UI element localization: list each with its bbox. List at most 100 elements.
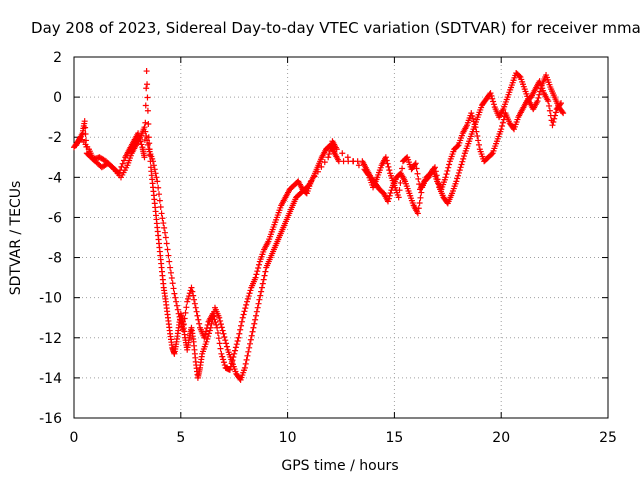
data-point: [321, 159, 328, 166]
data-point: [244, 295, 251, 302]
data-point: [327, 144, 334, 151]
data-point: [151, 166, 158, 173]
data-point: [417, 194, 424, 201]
data-point: [168, 275, 175, 282]
data-point: [254, 268, 261, 275]
data-point: [204, 335, 211, 342]
data-point: [194, 312, 201, 319]
data-point: [216, 340, 223, 347]
data-point: [218, 350, 225, 357]
data-point: [217, 345, 224, 352]
data-point: [251, 320, 258, 327]
data-point: [192, 304, 199, 311]
data-point: [386, 167, 393, 174]
data-point: [499, 122, 506, 129]
data-point: [241, 308, 248, 315]
x-tick-label: 10: [279, 430, 297, 446]
data-point: [204, 321, 211, 328]
data-point: [217, 317, 224, 324]
data-point: [203, 338, 210, 345]
data-point: [246, 290, 253, 297]
data-point: [318, 163, 325, 170]
data-point: [461, 153, 468, 160]
data-point: [395, 194, 402, 201]
data-point: [170, 285, 177, 292]
data-point: [399, 165, 406, 172]
data-point: [243, 356, 250, 363]
x-tick-label: 25: [599, 430, 617, 446]
data-point: [144, 141, 151, 148]
data-point: [560, 110, 567, 117]
data-point: [177, 317, 184, 324]
data-point: [475, 137, 482, 144]
data-point: [143, 133, 150, 140]
data-point: [190, 292, 197, 299]
data-point: [256, 296, 263, 303]
data-point: [223, 340, 230, 347]
data-point: [443, 171, 450, 178]
data-point: [220, 330, 227, 337]
data-point: [220, 356, 227, 363]
data-point: [444, 167, 451, 174]
data-point: [385, 163, 392, 170]
data-point: [237, 326, 244, 333]
data-point: [455, 169, 462, 176]
data-point: [157, 204, 164, 211]
data-point: [262, 268, 269, 275]
data-point: [221, 333, 228, 340]
data-point: [398, 172, 405, 179]
data-point: [364, 171, 371, 178]
data-point: [191, 296, 198, 303]
data-point: [185, 295, 192, 302]
data-point: [382, 154, 389, 161]
data-point: [141, 124, 148, 131]
data-point: [552, 109, 559, 116]
data-point: [150, 162, 157, 169]
data-point: [242, 360, 249, 367]
data-point: [238, 322, 245, 329]
data-point: [550, 118, 557, 125]
data-point: [181, 315, 188, 322]
data-point: [220, 359, 227, 366]
data-point: [219, 353, 226, 360]
data-point: [549, 122, 556, 129]
data-point: [386, 192, 393, 199]
data-point: [203, 328, 210, 335]
data-point: [138, 141, 145, 148]
data-point: [454, 143, 461, 150]
data-point: [413, 165, 420, 172]
data-point: [384, 198, 391, 205]
data-point: [387, 189, 394, 196]
data-point: [184, 298, 191, 305]
y-tick-label: -16: [39, 411, 62, 427]
data-point: [258, 288, 265, 295]
data-point: [559, 108, 566, 115]
data-point: [355, 162, 362, 169]
gridlines: [74, 57, 608, 418]
data-point: [499, 119, 506, 126]
y-tick-label: -14: [39, 371, 62, 387]
data-point: [239, 314, 246, 321]
data-point: [455, 172, 462, 179]
data-point: [161, 229, 168, 236]
y-tick-label: -2: [48, 130, 62, 146]
data-point: [230, 354, 237, 361]
data-point: [247, 287, 254, 294]
data-point: [252, 316, 259, 323]
data-point: [384, 160, 391, 167]
data-point: [81, 118, 88, 125]
data-point: [247, 336, 254, 343]
data-point: [326, 151, 333, 158]
data-point: [474, 133, 481, 140]
y-tick-label: -4: [48, 170, 62, 186]
data-point: [470, 115, 477, 122]
data-point: [546, 107, 553, 114]
data-point: [214, 329, 221, 336]
data-point: [459, 158, 466, 165]
data-point: [154, 178, 161, 185]
data-point: [215, 335, 222, 342]
data-point: [167, 269, 174, 276]
data-point: [333, 146, 340, 153]
data-point: [232, 347, 239, 354]
